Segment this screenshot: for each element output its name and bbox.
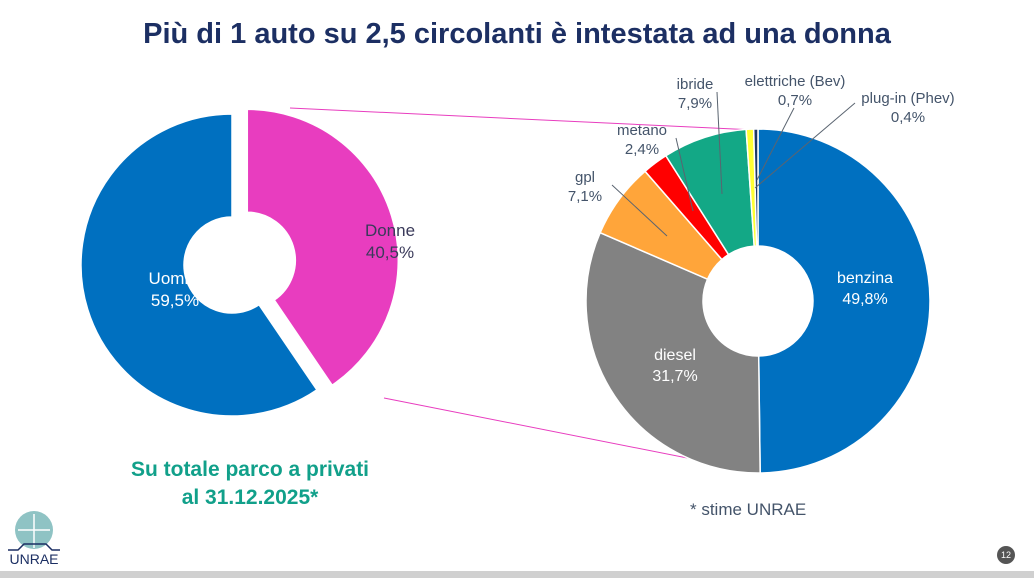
svg-text:UNRAE: UNRAE: [9, 551, 58, 567]
leader-lines: [611, 91, 856, 237]
slice-diesel: [585, 231, 761, 474]
footer-bar: [0, 571, 1034, 578]
label-uomini: Uomini 59,5%: [148, 269, 202, 310]
leader-ibride: [716, 91, 723, 195]
label-elettriche: elettriche (Bev) 0,7%: [744, 73, 846, 109]
label-benzina: benzina 49,8%: [836, 270, 894, 308]
leader-metano: [675, 137, 694, 212]
label-donne: Donne 40,5%: [364, 221, 416, 262]
slide-title: Più di 1 auto su 2,5 circolanti è intest…: [143, 18, 891, 50]
label-ibride: ibride 7,9%: [676, 76, 714, 112]
slice-donne: [246, 108, 399, 387]
label-diesel: diesel 31,7%: [652, 347, 698, 385]
slice-benzina: [757, 128, 931, 474]
footnote: * stime UNRAE: [690, 500, 807, 519]
fuel-donut: [585, 128, 931, 474]
connector-line-top: [289, 107, 777, 132]
label-plugin: plug-in (Phev) 0,4%: [861, 90, 955, 126]
subtitle: Su totale parco a privati al 31.12.2025*: [130, 458, 370, 509]
leader-elettriche: [756, 107, 795, 181]
label-gpl: gpl 7,1%: [567, 169, 603, 205]
label-metano: metano 2,4%: [616, 122, 668, 158]
page-number: 12: [997, 546, 1015, 564]
slice-uomini: [80, 113, 318, 417]
gender-donut: [80, 108, 399, 417]
leader-plugin: [754, 102, 856, 189]
leader-gpl: [611, 184, 668, 237]
unrae-logo: UNRAE: [4, 508, 64, 573]
